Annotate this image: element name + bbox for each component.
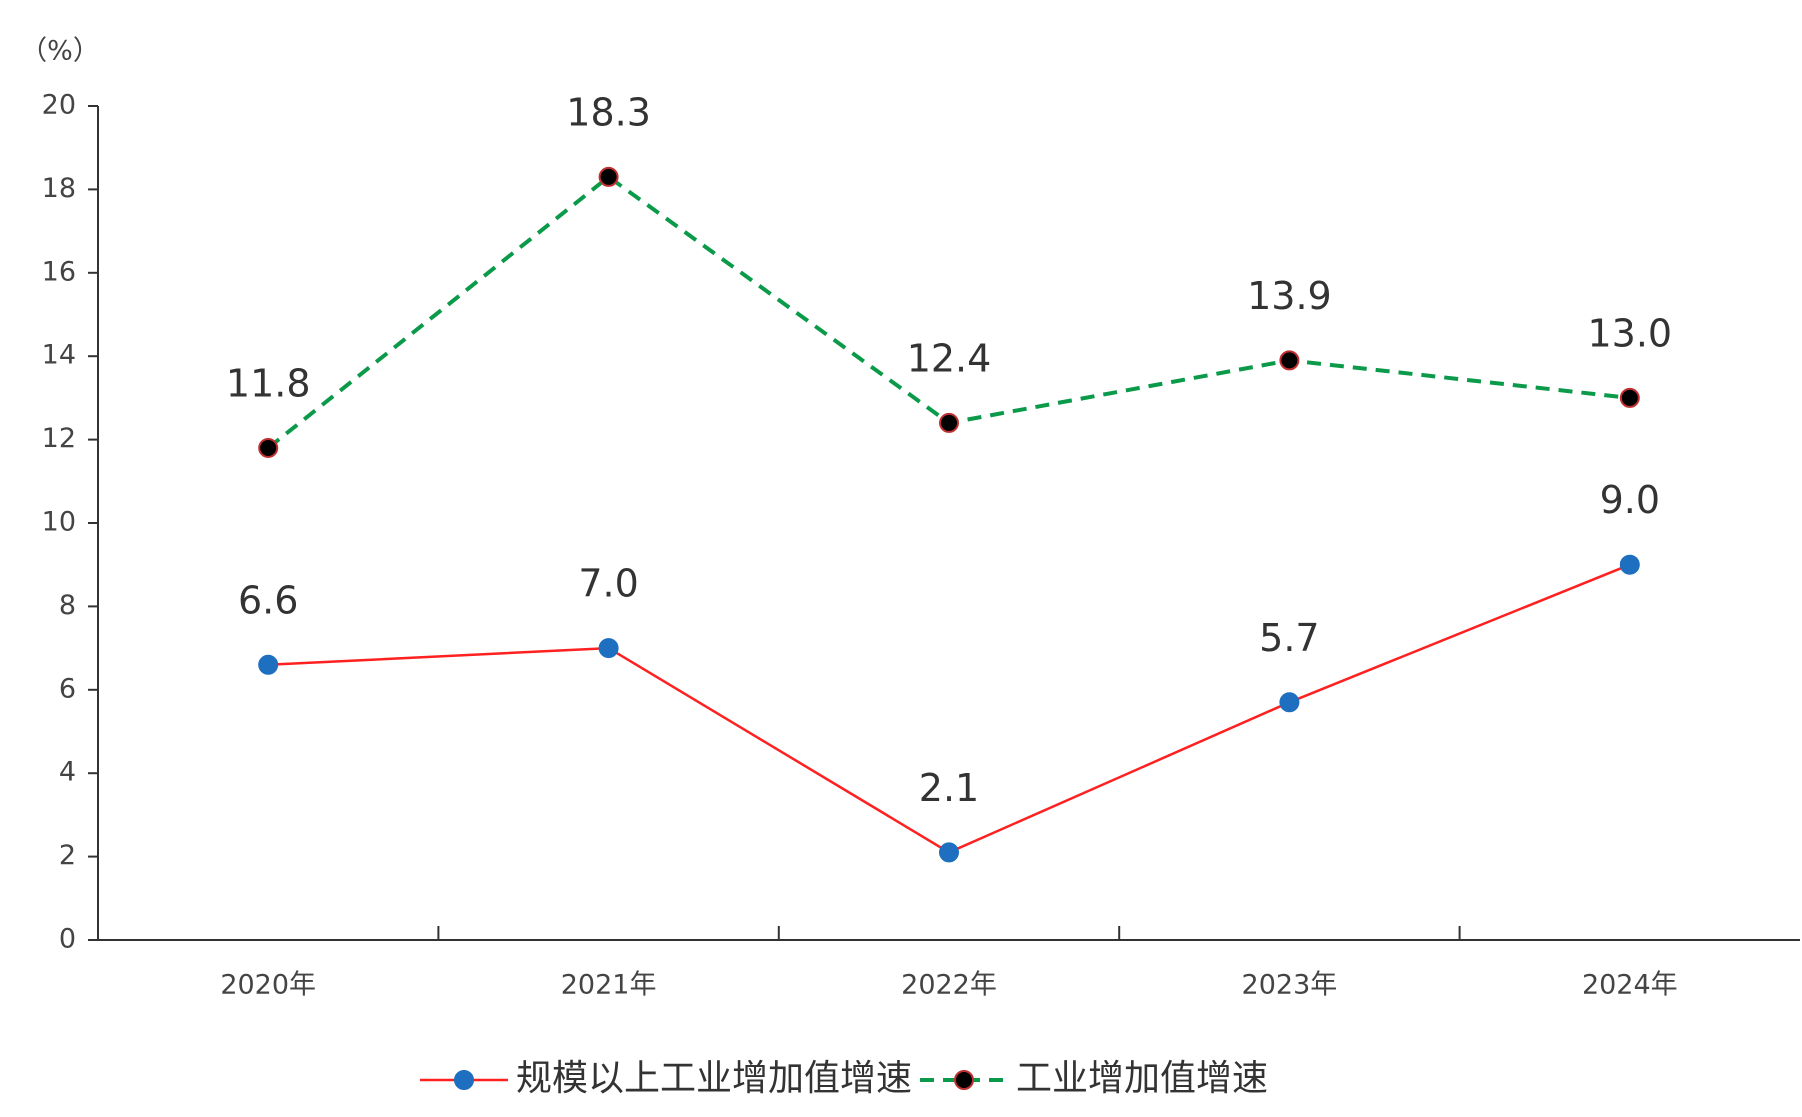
- y-tick-label: 4: [59, 757, 76, 788]
- x-tick-label: 2022年: [901, 970, 997, 1001]
- y-tick-label: 16: [42, 256, 76, 287]
- data-point: [258, 437, 279, 458]
- data-label: 2.1: [919, 766, 979, 810]
- data-point: [258, 654, 279, 675]
- data-label: 11.8: [226, 361, 311, 405]
- data-label: 13.9: [1247, 274, 1332, 318]
- x-tick-label: 2021年: [561, 970, 657, 1001]
- x-tick-label: 2024年: [1582, 970, 1678, 1001]
- data-label: 12.4: [907, 336, 992, 380]
- x-tick-label: 2020年: [220, 970, 316, 1001]
- y-tick-label: 18: [42, 173, 76, 204]
- y-tick-label: 10: [42, 507, 76, 538]
- y-tick-label: 12: [42, 423, 76, 454]
- data-point: [1619, 554, 1640, 575]
- legend-marker: [954, 1070, 975, 1090]
- data-point: [939, 842, 959, 863]
- data-label: 18.3: [566, 90, 651, 134]
- legend-label: 工业增加值增速: [1016, 1058, 1268, 1099]
- y-tick-label: 8: [59, 590, 76, 621]
- data-label: 5.7: [1259, 616, 1319, 660]
- data-point: [1279, 350, 1300, 371]
- y-tick-label: 0: [59, 924, 76, 955]
- data-point: [1619, 387, 1640, 408]
- data-label: 13.0: [1587, 311, 1672, 355]
- data-point: [1279, 692, 1300, 713]
- y-tick-label: 14: [42, 340, 76, 371]
- y-tick-label: 2: [59, 840, 76, 871]
- y-tick-label: 6: [59, 673, 76, 704]
- data-point: [939, 412, 959, 433]
- y-unit-label: （%）: [20, 36, 100, 67]
- data-label: 9.0: [1600, 478, 1660, 522]
- data-label: 7.0: [578, 562, 638, 606]
- data-point: [598, 638, 619, 659]
- y-tick-label: 20: [42, 90, 76, 121]
- legend-label: 规模以上工业增加值增速: [516, 1058, 912, 1099]
- data-label: 6.6: [238, 578, 298, 622]
- x-tick-label: 2023年: [1242, 970, 1338, 1001]
- data-point: [598, 166, 619, 187]
- legend-marker: [454, 1070, 474, 1090]
